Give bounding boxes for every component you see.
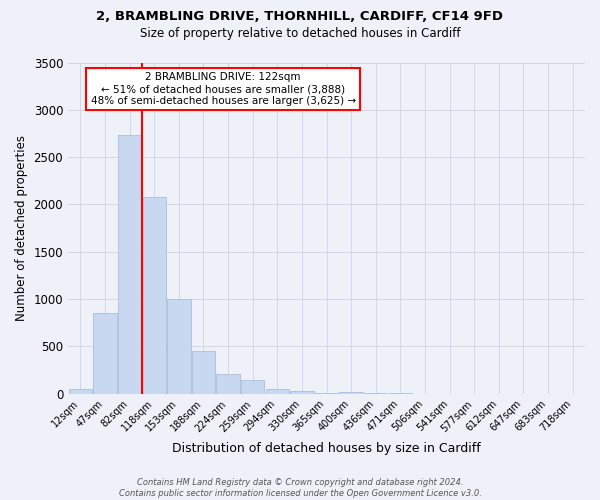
Bar (217, 374, 240, 394)
Bar (315, 393, 338, 394)
Y-axis label: Number of detached properties: Number of detached properties (15, 135, 28, 321)
Bar (143, 198, 166, 394)
Bar (118, 136, 141, 394)
Bar (68, 388, 92, 394)
Text: Contains HM Land Registry data © Crown copyright and database right 2024.
Contai: Contains HM Land Registry data © Crown c… (119, 478, 481, 498)
Bar (167, 298, 191, 394)
Bar (241, 380, 265, 394)
Bar (340, 392, 363, 394)
X-axis label: Distribution of detached houses by size in Cardiff: Distribution of detached houses by size … (172, 442, 481, 455)
Text: Size of property relative to detached houses in Cardiff: Size of property relative to detached ho… (140, 28, 460, 40)
Bar (290, 392, 314, 394)
Text: 2 BRAMBLING DRIVE: 122sqm
← 51% of detached houses are smaller (3,888)
48% of se: 2 BRAMBLING DRIVE: 122sqm ← 51% of detac… (91, 72, 356, 106)
Bar (93, 314, 116, 394)
Text: 2, BRAMBLING DRIVE, THORNHILL, CARDIFF, CF14 9FD: 2, BRAMBLING DRIVE, THORNHILL, CARDIFF, … (97, 10, 503, 23)
Bar (192, 350, 215, 394)
Bar (266, 388, 289, 394)
Bar (364, 393, 388, 394)
